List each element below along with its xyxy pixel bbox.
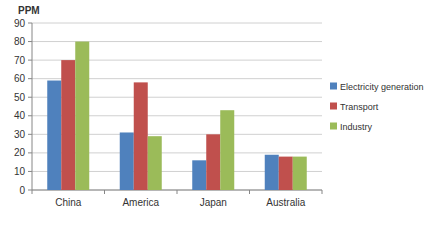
category-label: Australia <box>266 197 305 208</box>
legend-swatch <box>330 103 337 110</box>
legend-label: Electricity generation <box>340 82 424 92</box>
bar <box>220 110 234 190</box>
tick-label: 50 <box>14 92 26 103</box>
bar <box>293 157 307 190</box>
chart: PPM 0 10 20 30 40 50 60 70 80 90 China America Japan A… <box>0 0 444 250</box>
y-axis <box>32 23 33 190</box>
category-tick <box>177 190 178 194</box>
tick-label: 80 <box>14 36 26 47</box>
category-label: China <box>55 197 82 208</box>
tick <box>28 78 32 79</box>
tick <box>28 97 32 98</box>
bar <box>61 60 75 190</box>
tick <box>28 190 32 191</box>
bar <box>148 136 162 190</box>
tick-label: 20 <box>14 147 26 158</box>
tick <box>28 23 32 24</box>
y-label: PPM <box>18 5 40 16</box>
legend-swatch <box>330 83 337 90</box>
category-tick <box>322 190 323 194</box>
bar <box>75 42 89 190</box>
bar <box>279 157 293 190</box>
bar <box>47 81 61 190</box>
legend-label: Transport <box>340 102 379 112</box>
tick-label: 30 <box>14 129 26 140</box>
tick-label: 0 <box>19 185 25 196</box>
category-label: Japan <box>200 197 227 208</box>
category-tick <box>104 190 105 194</box>
category-tick <box>249 190 250 194</box>
tick-label: 70 <box>14 55 26 66</box>
tick <box>28 134 32 135</box>
tick-label: 40 <box>14 110 26 121</box>
category-tick <box>32 190 33 194</box>
legend-label: Industry <box>340 122 373 132</box>
bar <box>192 160 206 190</box>
tick <box>28 115 32 116</box>
bars <box>47 42 307 190</box>
bar <box>265 155 279 190</box>
category-label: America <box>122 197 159 208</box>
tick <box>28 152 32 153</box>
tick-label: 10 <box>14 166 26 177</box>
bar <box>206 134 220 190</box>
tick-label: 90 <box>14 18 26 29</box>
bar <box>134 82 148 190</box>
tick-label: 60 <box>14 73 26 84</box>
grid-line <box>32 23 322 24</box>
legend-swatch <box>330 123 337 130</box>
bar <box>120 132 134 190</box>
tick <box>28 60 32 61</box>
tick <box>28 41 32 42</box>
tick <box>28 171 32 172</box>
